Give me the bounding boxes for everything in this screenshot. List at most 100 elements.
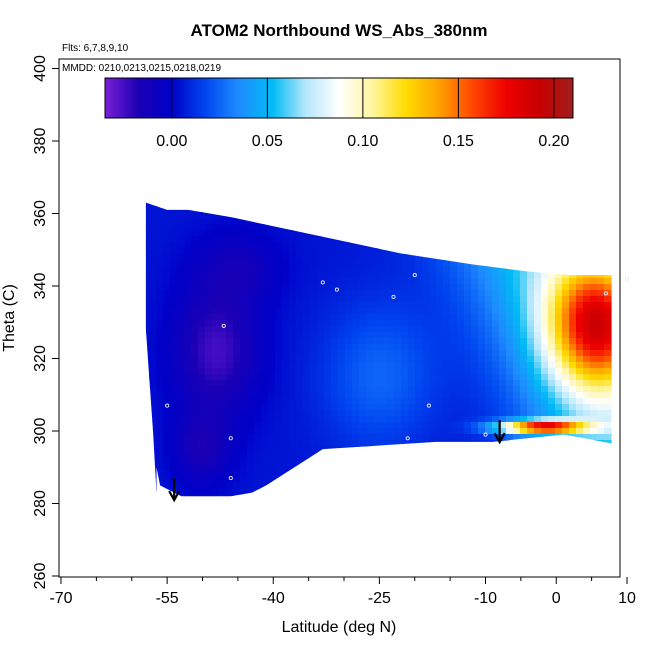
heat-cell bbox=[394, 242, 402, 249]
heat-cell bbox=[128, 212, 136, 219]
heat-cell bbox=[548, 266, 556, 273]
heat-cell bbox=[345, 224, 353, 231]
heat-cell bbox=[331, 230, 339, 237]
heat-cell bbox=[114, 578, 122, 585]
heat-cell bbox=[401, 578, 409, 585]
heat-cell bbox=[72, 428, 80, 435]
heat-cell bbox=[569, 566, 577, 573]
heat-cell bbox=[415, 500, 423, 507]
heat-cell bbox=[79, 476, 87, 483]
heat-cell bbox=[170, 320, 178, 327]
heat-cell bbox=[128, 512, 136, 519]
heat-cell bbox=[205, 440, 213, 447]
heat-cell bbox=[254, 320, 262, 327]
heat-cell bbox=[380, 302, 388, 309]
heat-cell bbox=[527, 428, 535, 435]
heat-cell bbox=[520, 410, 528, 417]
heat-cell bbox=[282, 236, 290, 243]
heat-cell bbox=[114, 326, 122, 333]
heat-cell bbox=[198, 488, 206, 495]
heat-cell bbox=[485, 506, 493, 513]
heat-cell bbox=[233, 458, 241, 465]
heat-cell bbox=[93, 452, 101, 459]
heat-cell bbox=[373, 260, 381, 267]
heat-cell bbox=[121, 308, 129, 315]
chart-title: ATOM2 Northbound WS_Abs_380nm bbox=[191, 21, 488, 40]
heat-cell bbox=[240, 500, 248, 507]
heat-cell bbox=[499, 494, 507, 501]
heat-cell bbox=[352, 302, 360, 309]
heat-cell bbox=[380, 416, 388, 423]
heat-cell bbox=[289, 524, 297, 531]
heat-cell bbox=[415, 308, 423, 315]
heat-cell bbox=[352, 212, 360, 219]
heat-cell bbox=[415, 548, 423, 555]
heat-cell bbox=[275, 440, 283, 447]
heat-cell bbox=[177, 242, 185, 249]
heat-cell bbox=[212, 284, 220, 291]
heat-cell bbox=[170, 272, 178, 279]
heat-cell bbox=[226, 554, 234, 561]
heat-cell bbox=[226, 452, 234, 459]
heat-cell bbox=[247, 428, 255, 435]
heat-cell bbox=[107, 584, 115, 591]
heat-cell bbox=[212, 218, 220, 225]
heat-cell bbox=[555, 440, 563, 447]
heat-cell bbox=[177, 326, 185, 333]
heat-cell bbox=[156, 296, 164, 303]
heat-cell bbox=[569, 446, 577, 453]
heat-cell bbox=[401, 536, 409, 543]
heat-cell bbox=[597, 440, 605, 447]
heat-cell bbox=[562, 368, 570, 375]
heat-cell bbox=[233, 428, 241, 435]
heat-cell bbox=[93, 278, 101, 285]
heat-cell bbox=[317, 212, 325, 219]
heat-cell bbox=[443, 482, 451, 489]
heat-cell bbox=[548, 404, 556, 411]
heat-cell bbox=[254, 434, 262, 441]
heat-cell bbox=[520, 560, 528, 567]
heat-cell bbox=[387, 470, 395, 477]
heat-cell bbox=[79, 386, 87, 393]
heat-cell bbox=[275, 560, 283, 567]
heat-cell bbox=[541, 434, 549, 441]
heat-cell bbox=[520, 500, 528, 507]
heat-cell bbox=[128, 230, 136, 237]
heat-cell bbox=[128, 296, 136, 303]
heat-cell bbox=[541, 224, 549, 231]
heat-cell bbox=[471, 458, 479, 465]
heat-cell bbox=[338, 254, 346, 261]
heat-cell bbox=[86, 212, 94, 219]
heat-cell bbox=[72, 392, 80, 399]
heat-cell bbox=[506, 272, 514, 279]
heat-cell bbox=[387, 536, 395, 543]
heat-cell bbox=[121, 440, 129, 447]
heat-cell bbox=[366, 476, 374, 483]
heat-cell bbox=[506, 536, 514, 543]
heat-cell bbox=[576, 242, 584, 249]
heat-cell bbox=[576, 398, 584, 405]
heat-cell bbox=[170, 206, 178, 213]
heat-cell bbox=[205, 524, 213, 531]
heat-cell bbox=[240, 218, 248, 225]
heat-cell bbox=[352, 296, 360, 303]
heat-cell bbox=[121, 266, 129, 273]
heat-cell bbox=[436, 218, 444, 225]
heat-cell bbox=[247, 224, 255, 231]
heat-cell bbox=[331, 338, 339, 345]
heat-cell bbox=[86, 548, 94, 555]
heat-cell bbox=[135, 224, 143, 231]
heat-cell bbox=[541, 350, 549, 357]
heat-cell bbox=[100, 446, 108, 453]
heat-cell bbox=[513, 440, 521, 447]
heat-cell bbox=[464, 452, 472, 459]
heat-cell bbox=[569, 302, 577, 309]
heat-cell bbox=[562, 308, 570, 315]
heat-cell bbox=[422, 284, 430, 291]
heat-cell bbox=[562, 554, 570, 561]
heat-cell bbox=[534, 218, 542, 225]
heat-cell bbox=[359, 206, 367, 213]
heat-cell bbox=[401, 452, 409, 459]
heat-cell bbox=[247, 560, 255, 567]
heat-cell bbox=[408, 386, 416, 393]
